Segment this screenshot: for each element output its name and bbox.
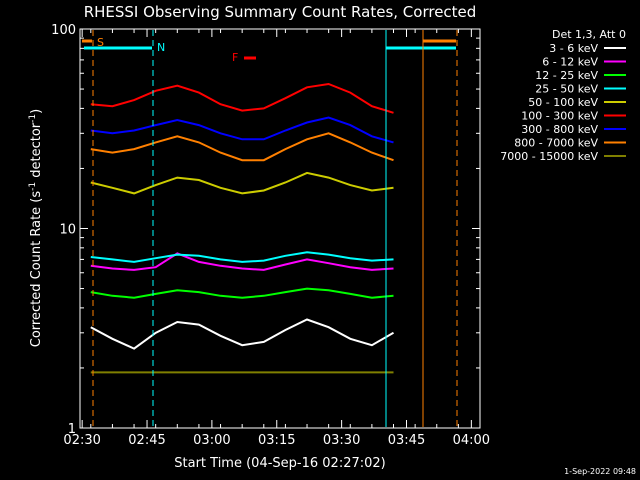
legend-label-7: 800 - 7000 keV <box>514 137 598 150</box>
legend-label-6: 300 - 800 keV <box>521 123 598 136</box>
x-axis-label: Start Time (04-Sep-16 02:27:02) <box>174 456 385 471</box>
series-line-3 <box>90 251 394 263</box>
axes-box <box>79 28 481 429</box>
y-axis-label: Corrected Count Rate (s-1 detector-1) <box>28 109 44 347</box>
tick-layer: 02:30 02:45 03:00 03:15 03:30 03:45 04:00 100 10… <box>51 23 490 448</box>
x-tick-label-6: 04:00 <box>453 433 490 448</box>
y-tick-label-0: 100 <box>51 23 76 38</box>
x-tick-label-0: 02:30 <box>63 433 100 448</box>
series-line-4 <box>90 171 394 195</box>
annotation-label-n: N <box>157 41 165 54</box>
series-line-2 <box>90 287 394 299</box>
annotation-layer: S N F <box>82 30 458 427</box>
annotation-label-s: S <box>97 36 104 49</box>
plot-frame <box>79 28 481 429</box>
legend-label-1: 6 - 12 keV <box>542 56 598 69</box>
x-tick-label-2: 03:00 <box>193 433 230 448</box>
legend-label-5: 100 - 300 keV <box>521 110 598 123</box>
y-axis-label-main: Corrected Count Rate (s <box>29 191 44 348</box>
y-axis-label-mid: detector <box>29 122 44 182</box>
legend-label-0: 3 - 6 keV <box>549 42 598 55</box>
x-tick-label-5: 03:45 <box>388 433 425 448</box>
series-line-0 <box>90 318 394 350</box>
y-axis-label-sup2: -1 <box>28 114 38 123</box>
series-line-6 <box>90 116 394 144</box>
y-tick-label-1: 10 <box>59 223 76 238</box>
y-axis-label-sup1: -1 <box>28 182 38 191</box>
x-tick-label-3: 03:15 <box>258 433 295 448</box>
series-line-5 <box>90 82 394 114</box>
annotation-label-f: F <box>232 51 238 64</box>
series-line-1 <box>90 252 394 271</box>
series-layer <box>90 82 394 374</box>
y-tick-label-2: 1 <box>68 422 76 437</box>
timestamp: 1-Sep-2022 09:48 <box>564 467 636 476</box>
x-tick-label-4: 03:30 <box>323 433 360 448</box>
legend-label-3: 25 - 50 keV <box>535 83 598 96</box>
x-tick-label-1: 02:45 <box>128 433 165 448</box>
legend-label-4: 50 - 100 keV <box>528 96 598 109</box>
series-line-7 <box>90 132 394 162</box>
legend-title: Det 1,3, Att 0 <box>552 28 626 41</box>
y-axis-label-end: ) <box>29 109 44 114</box>
chart-title: RHESSI Observing Summary Count Rates, Co… <box>84 3 477 21</box>
legend-label-2: 12 - 25 keV <box>535 69 598 82</box>
legend-label-8: 7000 - 15000 keV <box>500 150 598 163</box>
